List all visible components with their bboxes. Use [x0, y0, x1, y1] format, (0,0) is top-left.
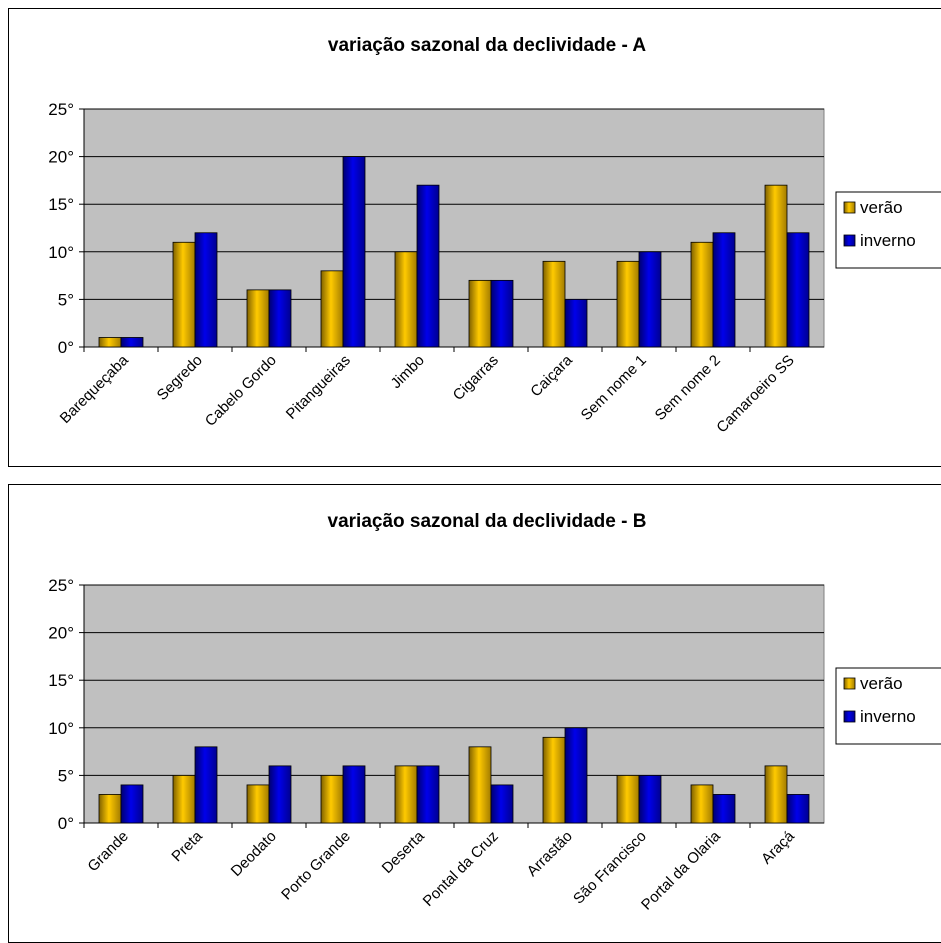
bar-inverno-Grande [120, 784, 144, 824]
bar-inverno-São Francisco [638, 774, 662, 824]
x-tick-label: Camaroeiro SS [713, 352, 798, 437]
bar-verão-Porto Grande [320, 774, 344, 824]
y-tick-label: 20° [48, 148, 74, 167]
bar-inverno-Preta [194, 746, 218, 824]
chart-panel-b: variação sazonal da declividade - B 0° 5° 1… [8, 484, 941, 943]
y-tick-label: 20° [48, 624, 74, 643]
x-tick-label: Sem nome 2 [652, 352, 724, 424]
chart-svg: variação sazonal da declividade - B 0° 5° 1… [48, 511, 941, 914]
y-tick-label: 5° [58, 290, 74, 309]
legend-label: verão [860, 198, 903, 217]
y-tick-label: 0° [58, 814, 74, 833]
bar-verão-Camaroeiro SS [764, 184, 788, 348]
chart-panel-a: variação sazonal da declividade - A 0° 5° 1… [8, 8, 941, 467]
x-tick-label: Preta [168, 827, 206, 865]
x-tick-label: Porto Grande [278, 828, 354, 904]
bar-verão-Deodato [246, 784, 270, 824]
legend-label: verão [860, 674, 903, 693]
x-tick-label: São Francisco [570, 828, 650, 908]
y-tick-label: 15° [48, 195, 74, 214]
x-tick-label: Sem nome 1 [578, 352, 650, 424]
bar-inverno-Arrastão [564, 727, 588, 824]
x-tick-label: Caiçara [527, 351, 576, 400]
x-tick-label: Portal da Olaria [638, 827, 724, 913]
bar-inverno-Pontal da Cruz [490, 784, 514, 824]
x-tick-label: Cigarras [450, 352, 502, 404]
bar-verão-São Francisco [616, 774, 640, 824]
y-tick-label: 25° [48, 576, 74, 595]
legend-label: inverno [860, 231, 916, 250]
bar-inverno-Caiçara [564, 298, 588, 348]
bar-inverno-Camaroeiro SS [786, 232, 810, 348]
bar-verão-Arrastão [542, 736, 566, 824]
x-tick-label: Pitangueiras [283, 352, 354, 423]
x-tick-label: Segredo [154, 352, 206, 404]
bar-verão-Grande [98, 794, 122, 824]
x-tick-label: Grande [84, 828, 131, 875]
legend-swatch [843, 201, 856, 214]
bar-verão-Cabelo Gordo [246, 289, 270, 348]
chart-title: variação sazonal da declividade - A [328, 35, 646, 56]
bar-inverno-Pitangueiras [342, 156, 366, 348]
x-tick-label: Barequeçaba [57, 351, 133, 427]
bar-inverno-Sem nome 2 [712, 232, 736, 348]
bar-inverno-Sem nome 1 [638, 251, 662, 348]
bar-verão-Segredo [172, 241, 196, 348]
bar-inverno-Porto Grande [342, 765, 366, 824]
bar-verão-Caiçara [542, 260, 566, 348]
bar-verão-Sem nome 2 [690, 241, 714, 348]
x-tick-label: Jimbo [388, 352, 428, 392]
x-tick-label: Deodato [228, 828, 280, 880]
bar-inverno-Jimbo [416, 184, 440, 348]
y-tick-label: 5° [58, 766, 74, 785]
x-tick-label: Araçá [758, 827, 798, 867]
bar-inverno-Deodato [268, 765, 292, 824]
y-tick-label: 15° [48, 671, 74, 690]
y-tick-label: 25° [48, 100, 74, 119]
legend-label: inverno [860, 707, 916, 726]
bar-inverno-Cabelo Gordo [268, 289, 292, 348]
chart-svg: variação sazonal da declividade - A 0° 5° 1… [48, 35, 941, 437]
chart-title: variação sazonal da declividade - B [328, 511, 647, 532]
y-tick-label: 10° [48, 719, 74, 738]
bar-verão-Barequeçaba [98, 337, 122, 348]
legend-swatch [843, 710, 856, 723]
bar-inverno-Portal da Olaria [712, 794, 736, 824]
bar-verão-Sem nome 1 [616, 260, 640, 348]
bar-verão-Pontal da Cruz [468, 746, 492, 824]
bar-inverno-Deserta [416, 765, 440, 824]
x-tick-label: Deserta [379, 827, 429, 877]
bar-verão-Deserta [394, 765, 418, 824]
bar-verão-Preta [172, 774, 196, 824]
x-tick-label: Pontal da Cruz [420, 828, 502, 910]
x-tick-label: Arrastão [524, 828, 576, 880]
y-tick-label: 0° [58, 338, 74, 357]
bar-verão-Cigarras [468, 279, 492, 348]
x-tick-label: Cabelo Gordo [202, 352, 280, 430]
bar-inverno-Barequeçaba [120, 337, 144, 348]
bar-inverno-Cigarras [490, 279, 514, 348]
bar-inverno-Segredo [194, 232, 218, 348]
bar-inverno-Araçá [786, 794, 810, 824]
bar-verão-Araçá [764, 765, 788, 824]
legend-swatch [843, 234, 856, 247]
bar-verão-Portal da Olaria [690, 784, 714, 824]
legend-swatch [843, 677, 856, 690]
bar-verão-Pitangueiras [320, 270, 344, 348]
bar-verão-Jimbo [394, 251, 418, 348]
y-tick-label: 10° [48, 243, 74, 262]
